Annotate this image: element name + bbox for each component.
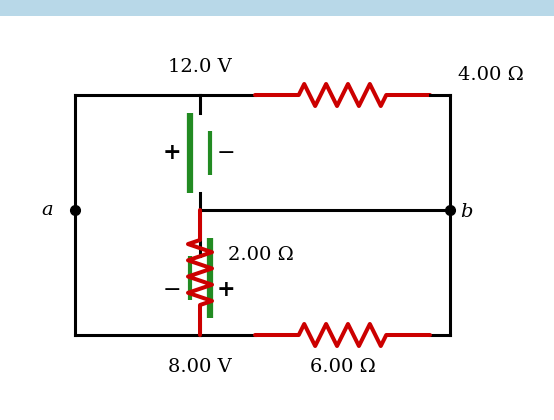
Text: +: + xyxy=(163,142,181,163)
Text: 12.0 V: 12.0 V xyxy=(168,58,232,76)
Text: b: b xyxy=(460,203,473,221)
Text: 6.00 Ω: 6.00 Ω xyxy=(310,358,376,376)
Text: +: + xyxy=(217,278,235,300)
Text: 2.00 Ω: 2.00 Ω xyxy=(228,246,294,263)
Text: −: − xyxy=(217,142,235,163)
Text: a: a xyxy=(42,201,53,219)
Text: −: − xyxy=(163,278,181,300)
Text: 8.00 V: 8.00 V xyxy=(168,358,232,376)
Text: 4.00 Ω: 4.00 Ω xyxy=(458,66,524,84)
Bar xyxy=(0,0,554,16)
